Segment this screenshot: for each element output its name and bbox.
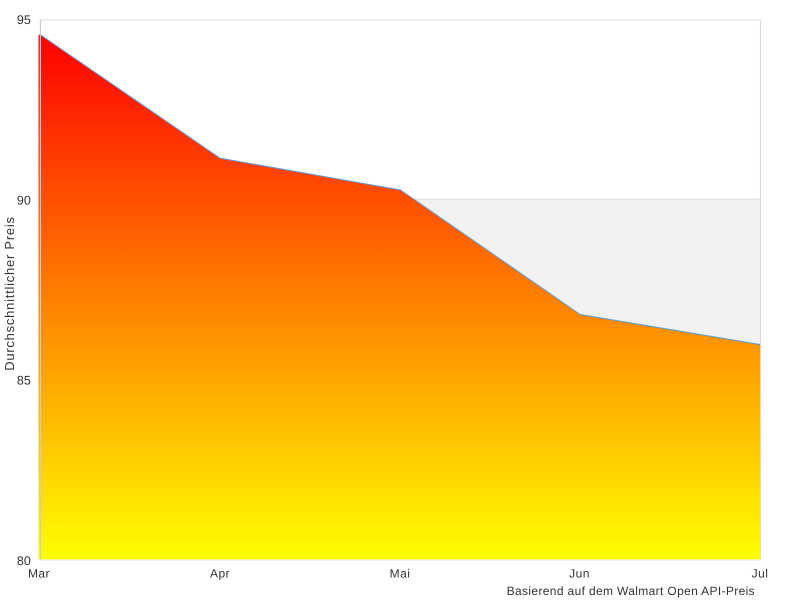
svg-text:Mai: Mai [390,567,411,581]
svg-text:85: 85 [17,374,31,388]
svg-text:Apr: Apr [210,567,230,581]
svg-text:80: 80 [17,554,31,568]
svg-text:Basierend auf dem Walmart Open: Basierend auf dem Walmart Open API-Preis [507,584,755,598]
svg-text:Mar: Mar [28,567,50,581]
svg-text:Durchschnittlicher Preis: Durchschnittlicher Preis [2,216,17,371]
svg-text:Jun: Jun [569,567,590,581]
svg-text:Jul: Jul [752,567,769,581]
svg-text:95: 95 [17,13,31,27]
svg-text:90: 90 [17,193,31,207]
